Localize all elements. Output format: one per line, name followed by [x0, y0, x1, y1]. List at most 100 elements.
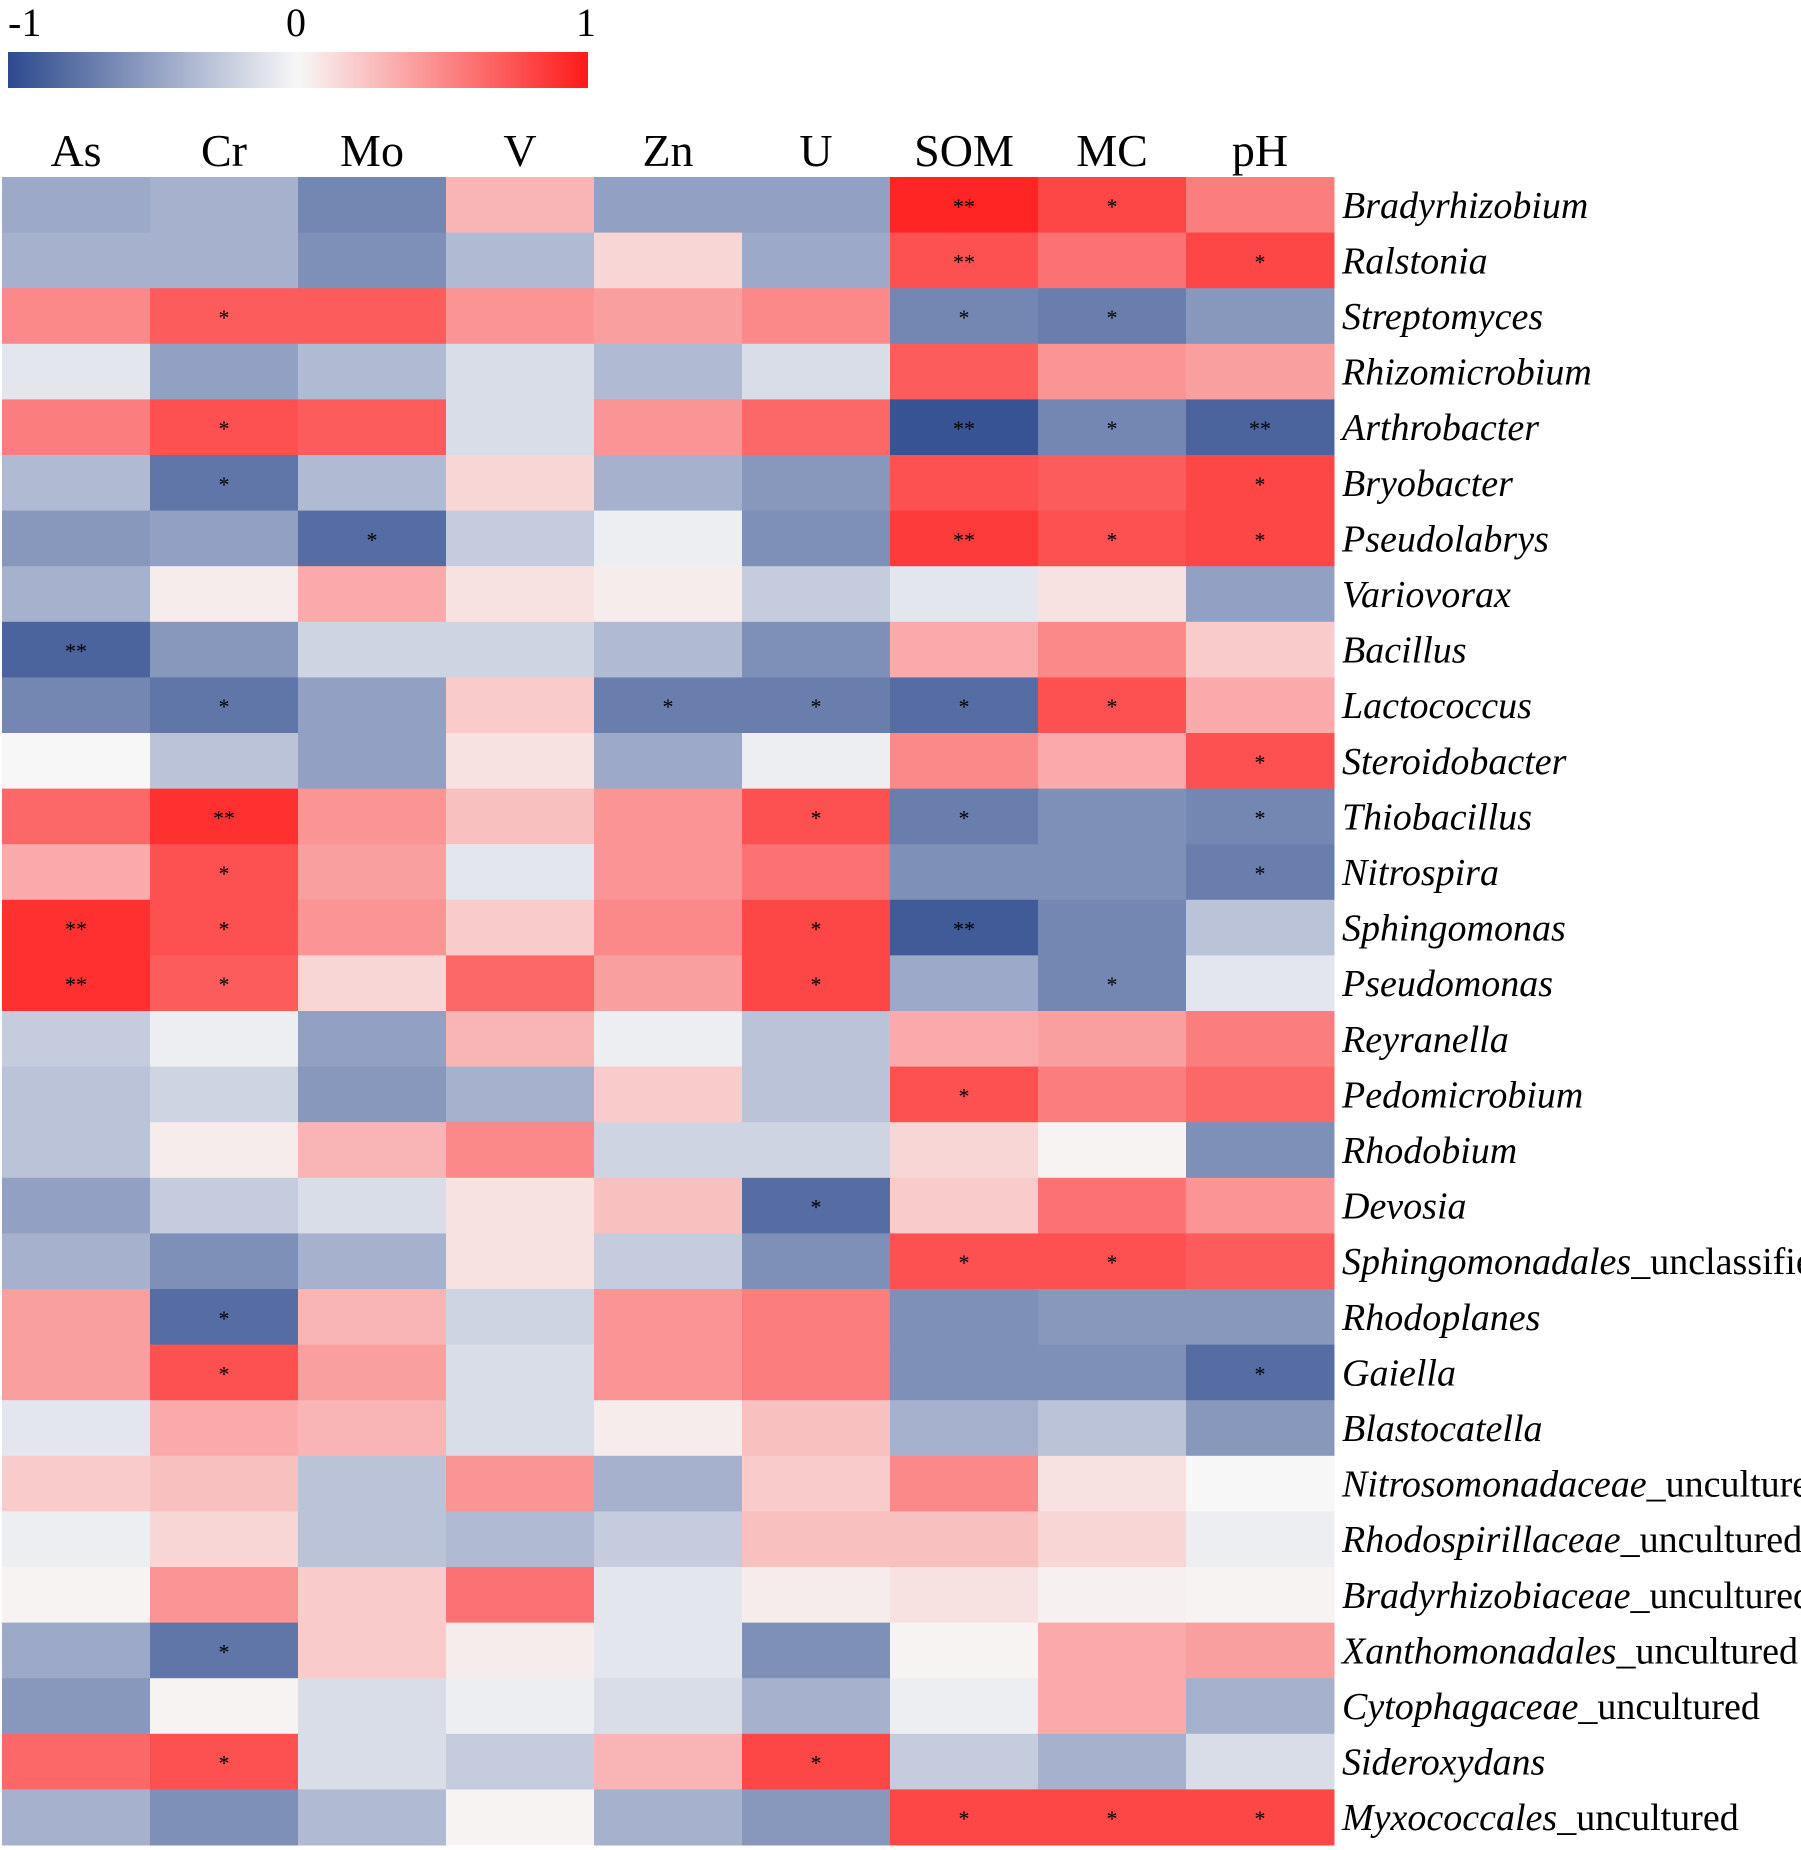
heatmap-cell [594, 343, 743, 400]
heatmap-cell [2, 455, 151, 512]
heatmap-cell [298, 399, 447, 456]
heatmap-cell [2, 1400, 151, 1457]
heatmap-cell [594, 1400, 743, 1457]
row-label: Variovorax [1342, 574, 1511, 616]
heatmap-cell [150, 1066, 299, 1123]
row-label: Streptomyces [1342, 296, 1543, 338]
significance-marks: ** *** ** * ** ** * *** ** ** * **** * * * **** * * ** *** *… [65, 194, 1271, 1831]
heatmap-cell [446, 1289, 595, 1346]
heatmap-cell [1038, 955, 1187, 1012]
heatmap-cell [446, 1122, 595, 1179]
heatmap-cell [446, 1678, 595, 1735]
heatmap-cell [2, 955, 151, 1012]
row-label: Arthrobacter [1339, 407, 1539, 449]
heatmap-cell [742, 566, 891, 623]
heatmap-cell [2, 399, 151, 456]
significance-mark: * [959, 694, 970, 719]
heatmap-cell [150, 177, 299, 234]
heatmap-cell [1038, 733, 1187, 790]
column-label: pH [1232, 125, 1288, 176]
heatmap-cell [742, 788, 891, 845]
heatmap-cell [1038, 455, 1187, 512]
heatmap-cell [446, 955, 595, 1012]
heatmap-cell [1038, 1455, 1187, 1512]
heatmap-cell [298, 955, 447, 1012]
heatmap-cell [594, 677, 743, 734]
heatmap-cell [1038, 1678, 1187, 1735]
row-label: Sideroxydans [1342, 1742, 1545, 1784]
heatmap-cell [1038, 343, 1187, 400]
heatmap-cell [298, 232, 447, 289]
heatmap-cell [1186, 788, 1335, 845]
row-label-name: Pseudomonas [1341, 963, 1553, 1005]
significance-mark: * [811, 1195, 822, 1220]
heatmap-cell [890, 455, 1039, 512]
significance-mark: * [663, 694, 674, 719]
heatmap-cell [446, 733, 595, 790]
heatmap-cell [1038, 788, 1187, 845]
heatmap-cell [150, 621, 299, 678]
heatmap-cell [150, 1289, 299, 1346]
significance-mark: * [1107, 416, 1118, 441]
heatmap-cell [298, 177, 447, 234]
heatmap-cell [742, 288, 891, 345]
heatmap-cell [446, 677, 595, 734]
heatmap-cell [446, 1177, 595, 1234]
heatmap-cell [742, 677, 891, 734]
heatmap-cell [742, 1622, 891, 1679]
heatmap-cell [1186, 955, 1335, 1012]
row-label: Gaiella [1342, 1352, 1456, 1394]
heatmap-cell [2, 288, 151, 345]
significance-mark: * [219, 416, 230, 441]
heatmap-cell [1038, 1400, 1187, 1457]
heatmap-cell [150, 955, 299, 1012]
heatmap-cell [890, 343, 1039, 400]
significance-mark: * [959, 305, 970, 330]
significance-mark: ** [953, 194, 975, 219]
heatmap-cell [150, 733, 299, 790]
row-label: Bacillus [1342, 630, 1467, 672]
heatmap-cell [2, 1789, 151, 1846]
row-label-name: Rhodospirillaceae [1341, 1519, 1621, 1561]
heatmap-cell [594, 1344, 743, 1401]
heatmap-cell [2, 1511, 151, 1568]
heatmap-cell [446, 1567, 595, 1624]
heatmap-cell [1038, 232, 1187, 289]
row-label-name: Variovorax [1342, 574, 1511, 616]
heatmap-cell [1186, 1567, 1335, 1624]
heatmap-cell [594, 1733, 743, 1790]
row-label: Bradyrhizobiaceae_uncultured [1342, 1575, 1801, 1617]
heatmap-cell [150, 1122, 299, 1179]
heatmap-cell [594, 288, 743, 345]
heatmap-cell [742, 1789, 891, 1846]
row-label-name: Sphingomonadales [1342, 1241, 1631, 1283]
heatmap-cell [890, 899, 1039, 956]
heatmap-cell [298, 1122, 447, 1179]
heatmap-cell [742, 899, 891, 956]
heatmap-cell [594, 621, 743, 678]
heatmap-cell [2, 733, 151, 790]
significance-mark: * [959, 1806, 970, 1831]
heatmap-cell [150, 1622, 299, 1679]
heatmap-cell [446, 1400, 595, 1457]
heatmap-cell [594, 1011, 743, 1068]
significance-mark: * [1107, 694, 1118, 719]
heatmap-cell [150, 288, 299, 345]
heatmap-cell [890, 510, 1039, 567]
heatmap-cell [298, 1177, 447, 1234]
heatmap-cell [298, 1622, 447, 1679]
heatmap-cell [890, 232, 1039, 289]
row-label: Rhodobium [1341, 1130, 1517, 1172]
heatmap-cell [298, 1289, 447, 1346]
significance-mark: * [1107, 305, 1118, 330]
row-label: Rhodospirillaceae_uncultured [1341, 1519, 1801, 1561]
heatmap-cell [2, 677, 151, 734]
heatmap-cell [594, 1567, 743, 1624]
row-label-suffix: _uncultured [1615, 1630, 1798, 1672]
heatmap-cell [890, 177, 1039, 234]
row-label: Xanthomonadales_uncultured [1340, 1630, 1798, 1672]
significance-mark: * [959, 1083, 970, 1108]
significance-mark: * [219, 1306, 230, 1331]
row-labels: Bradyrhizobium Ralstonia Streptomyces Rhizo… [1339, 185, 1801, 1839]
heatmap-cell [1186, 733, 1335, 790]
